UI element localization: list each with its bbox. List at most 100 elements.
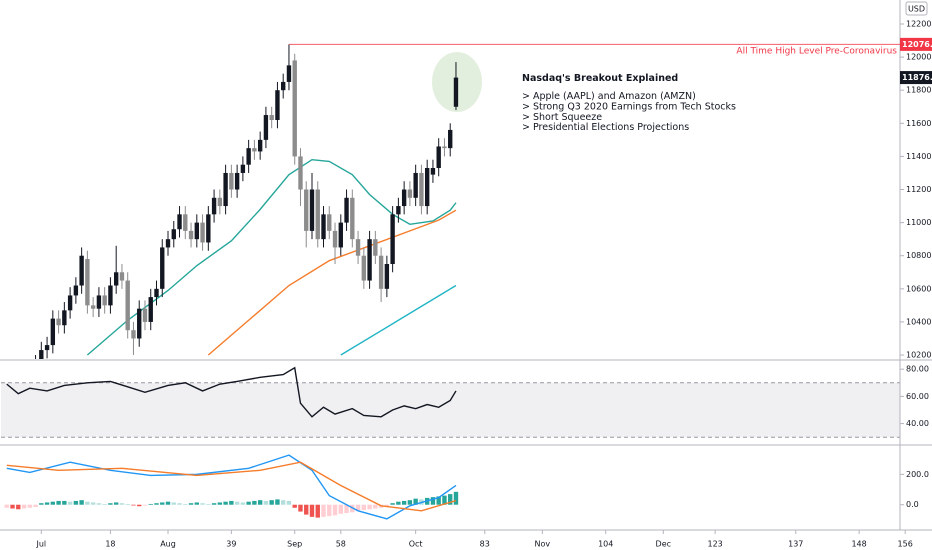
candle-body — [90, 305, 96, 309]
candle-body — [44, 345, 50, 351]
histogram-bar — [304, 504, 309, 515]
line — [207, 209, 457, 356]
histogram-bar — [10, 504, 15, 509]
histogram-bar — [234, 501, 240, 505]
histogram-bar — [119, 503, 125, 505]
x-tick-label: 58 — [336, 540, 346, 549]
candle-body — [344, 197, 349, 223]
histogram-bar — [436, 496, 441, 505]
ath-text: All Time High Level Pre-Coronavirus — [736, 46, 897, 56]
candle-body — [436, 146, 441, 168]
histogram-bar — [4, 504, 9, 508]
candle-body — [413, 172, 418, 198]
histogram-bar — [275, 499, 280, 505]
candle-body — [367, 239, 372, 281]
histogram-bar — [171, 502, 176, 505]
y-tick-label: 12000.0 — [906, 53, 932, 62]
candle-body — [223, 172, 228, 207]
candle-body — [125, 280, 130, 331]
candle-body — [298, 156, 303, 190]
y-tick-label: 11600.0 — [906, 119, 932, 128]
histogram-bar — [56, 500, 61, 505]
histogram-bar — [194, 502, 199, 505]
histogram-bar — [338, 504, 343, 514]
candle-body — [384, 263, 390, 289]
candle-body — [108, 285, 113, 306]
candle-body — [269, 115, 274, 120]
candle-body — [281, 81, 286, 91]
histogram-bar — [413, 498, 418, 505]
candle-body — [442, 146, 447, 149]
histogram-bar — [298, 504, 303, 512]
histogram-bar — [206, 503, 211, 505]
note-line: > Presidential Elections Projections — [522, 122, 689, 133]
histogram-bar — [67, 501, 73, 505]
histogram-bar — [229, 500, 234, 505]
x-tick-label: 83 — [480, 540, 490, 549]
histogram-bar — [246, 501, 251, 505]
histogram-bar — [373, 504, 378, 509]
candle-body — [188, 230, 194, 240]
x-tick-label: Oct — [409, 540, 423, 549]
histogram-bar — [223, 501, 228, 505]
histogram-bar — [160, 502, 165, 505]
candle-body — [50, 318, 56, 346]
candle-body — [79, 255, 84, 286]
histogram-bar — [448, 494, 453, 505]
candle-body — [292, 60, 297, 157]
candle-body — [275, 90, 280, 120]
histogram-bar — [142, 504, 148, 506]
histogram-bar — [327, 504, 332, 517]
note-title: Nasdaq's Breakout Explained — [522, 73, 678, 84]
candle-body — [206, 214, 211, 243]
histogram-bar — [154, 503, 159, 505]
candle-body — [96, 295, 102, 309]
candle-body — [350, 197, 355, 240]
candle-body — [137, 308, 142, 339]
candle-body — [102, 295, 107, 306]
histogram-bar — [315, 504, 320, 518]
histogram-bar — [73, 500, 79, 505]
candle-body — [407, 189, 413, 198]
y-tick-label: 10800.0 — [906, 251, 932, 260]
histogram-bar — [33, 504, 38, 507]
ath-price-label: 12076.9 — [902, 40, 932, 49]
histogram-bar — [90, 502, 96, 505]
y-tick-label: 11000.0 — [906, 218, 932, 227]
candle-body — [378, 255, 384, 289]
histogram-bar — [396, 501, 401, 505]
y-tick-label: 10200.0 — [906, 351, 932, 360]
x-tick-label: 137 — [788, 540, 803, 549]
histogram-bar — [321, 504, 326, 517]
candle-body — [229, 172, 234, 190]
histogram-bar — [252, 500, 257, 505]
candle-body — [234, 172, 240, 190]
x-tick-label: Dec — [656, 540, 671, 549]
candle-body — [373, 239, 378, 256]
candle-body — [194, 222, 199, 240]
histogram-bar — [269, 500, 274, 505]
histogram-bar — [332, 504, 338, 516]
histogram-bar — [401, 500, 407, 505]
note-line: > Apple (AAPL) and Amazon (AMZN) — [522, 91, 696, 102]
x-tick-label: 156 — [898, 540, 913, 549]
histogram-bar — [240, 502, 246, 505]
candle-body — [304, 189, 309, 231]
candle-body — [217, 197, 223, 207]
candle-body — [396, 206, 401, 215]
candle-body — [327, 214, 332, 231]
histogram-bar — [50, 501, 56, 505]
histogram-bar — [39, 503, 44, 505]
y-tick-label: 60.00 — [906, 392, 929, 401]
rsi-pane — [1, 366, 900, 438]
y-tick-label: 10600.0 — [906, 284, 932, 293]
candle-body — [119, 272, 125, 281]
macd-pane — [4, 454, 459, 520]
currency-box — [905, 1, 928, 16]
annotation: Nasdaq's Breakout Explained > Apple (AAPL… — [522, 73, 736, 133]
y-tick-label: 12200.0 — [906, 19, 932, 28]
y-tick-label: 11200.0 — [906, 185, 932, 194]
candle-body — [85, 259, 90, 306]
histogram-bar — [281, 500, 286, 505]
